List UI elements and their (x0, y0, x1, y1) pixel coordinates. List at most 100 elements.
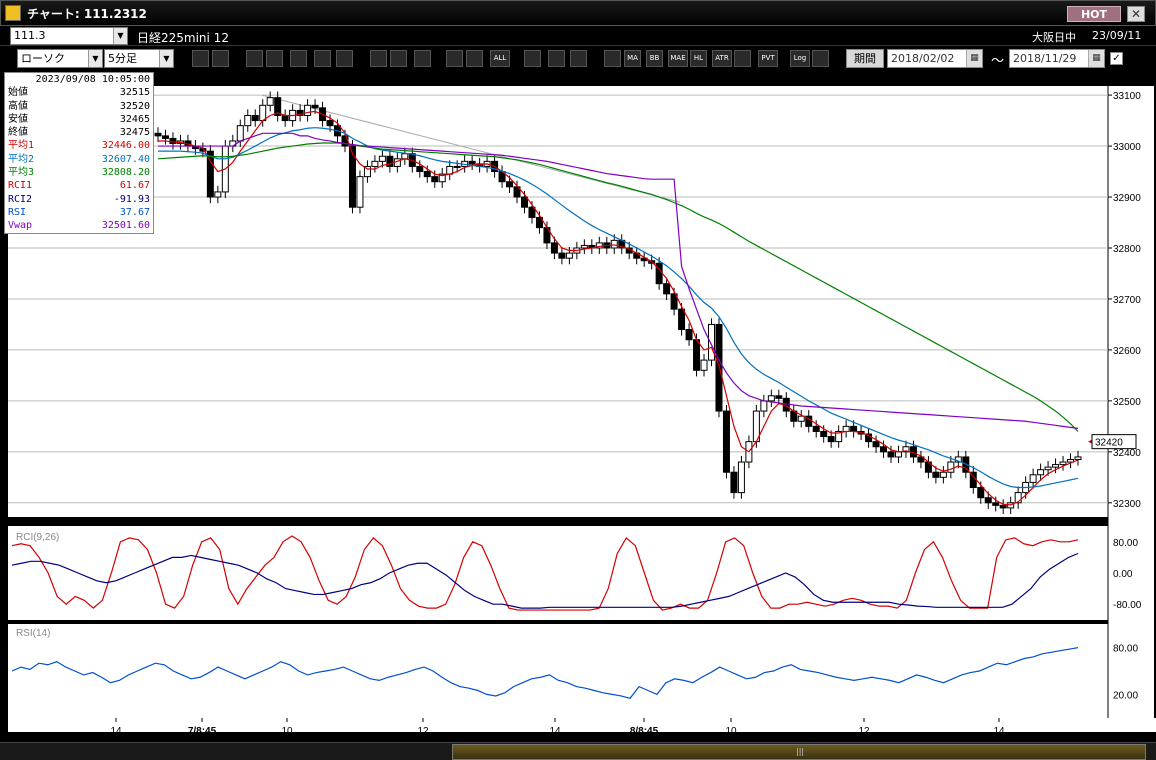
calendar-icon[interactable]: ▦ (1088, 50, 1104, 67)
info-row: 始値 32515 (8, 86, 150, 99)
time-tick-label: 12 (858, 726, 870, 737)
bars-icon[interactable] (290, 50, 307, 67)
candle-body (1014, 492, 1022, 504)
rsi-line (11, 647, 1079, 699)
grip-icon[interactable]: ||| (796, 747, 805, 756)
candle-body (506, 181, 514, 188)
zoom-icon[interactable] (192, 50, 209, 67)
symbol-code-input[interactable]: 111.3 ▼ (10, 27, 128, 45)
rci-tick-label: 0.00 (1113, 569, 1133, 580)
candle-body (266, 97, 274, 106)
rci-tick-label: -80.00 (1113, 600, 1142, 611)
candle-body (356, 176, 364, 208)
candle-body (169, 137, 177, 145)
info-label: RSI (8, 206, 27, 218)
gray-icon[interactable] (336, 50, 353, 67)
period-button[interactable]: 期間 (846, 49, 884, 68)
time-tick-label: 10 (281, 726, 293, 737)
candle-body (767, 395, 775, 402)
all-icon[interactable]: ALL (490, 50, 510, 67)
calendar-icon[interactable]: ▦ (966, 50, 982, 67)
chart-area[interactable]: 33100 33000 32900 32800 32700 32600 32500 32400… (0, 71, 1156, 742)
undo-icon[interactable] (414, 50, 431, 67)
symbol-bar: 111.3 ▼ 日経225mini 12 大阪日中 23/09/11 (0, 26, 1156, 46)
close-button[interactable]: ✕ (1127, 6, 1145, 22)
pvt-icon[interactable]: PVT (758, 50, 778, 67)
candle-body (251, 114, 259, 122)
chart-scrollbar[interactable]: ||| (0, 742, 1156, 760)
mae-icon[interactable]: MAE (668, 50, 688, 67)
log-icon[interactable]: Log (790, 50, 810, 67)
candle-body (678, 308, 686, 331)
candle-body (558, 252, 566, 259)
candle-icon[interactable] (314, 50, 331, 67)
ma-line (158, 127, 1079, 489)
candle-body (513, 186, 521, 198)
brush-icon[interactable] (548, 50, 565, 67)
info-label: 高値 (8, 100, 28, 112)
price-tick-label: 32600 (1113, 346, 1141, 357)
hot-button[interactable]: HOT (1067, 6, 1121, 22)
magnify-icon[interactable] (266, 50, 283, 67)
vbar-icon[interactable] (466, 50, 483, 67)
candle-body (797, 415, 805, 422)
chart-app-icon (5, 5, 21, 21)
ma-icon[interactable]: MA (624, 50, 641, 67)
atr-icon[interactable]: ATR (712, 50, 732, 67)
rainbow-icon[interactable] (570, 50, 587, 67)
ma-line (158, 110, 1079, 506)
candle-body (737, 461, 745, 494)
time-tick-label: 12 (417, 726, 429, 737)
rci-tick-label: 80.00 (1113, 538, 1138, 549)
palette-icon[interactable] (524, 50, 541, 67)
info-value: -91.93 (113, 193, 150, 205)
chart-type-select[interactable]: ローソク ▼ (17, 49, 103, 68)
price-axis-background (1108, 86, 1154, 718)
chevron-down-icon[interactable]: ▼ (113, 28, 127, 44)
candle-body (835, 430, 843, 443)
pencil-icon[interactable] (370, 50, 387, 67)
info-label: Vwap (8, 220, 33, 232)
hl-icon[interactable]: HL (690, 50, 707, 67)
candle-body (984, 497, 992, 504)
info-row: RSI 37.67 (8, 206, 150, 219)
rci-line (11, 535, 1079, 611)
candle-body (521, 196, 529, 208)
candle-body (887, 451, 895, 458)
date-from-input[interactable]: 2018/02/02 ▦ (887, 49, 983, 68)
scissor-icon[interactable] (246, 50, 263, 67)
time-tick-label: 7/8:45 (188, 726, 217, 737)
candle-body (296, 109, 304, 116)
candle-body (236, 125, 244, 142)
info-value: 32515 (119, 87, 150, 99)
arrow-icon[interactable] (390, 50, 407, 67)
price-tick-label: 32500 (1113, 397, 1141, 408)
candle-body (386, 155, 394, 167)
candle-body (707, 323, 715, 361)
candle-body (416, 165, 424, 173)
bb-icon[interactable]: BB (646, 50, 663, 67)
symbol-name: 日経225mini 12 (137, 31, 229, 45)
info-row: 高値 32520 (8, 100, 150, 113)
candle-body (693, 339, 701, 371)
candle-body (206, 150, 214, 198)
interval-select[interactable]: 5分足 ▼ (104, 49, 174, 68)
date-to-input[interactable]: 2018/11/29 ▦ (1009, 49, 1105, 68)
candle-body (423, 171, 431, 178)
info-label: 終値 (8, 127, 28, 139)
period-checkbox[interactable]: ✓ (1110, 52, 1123, 65)
grid-icon[interactable] (604, 50, 621, 67)
price-tick-label: 32900 (1113, 193, 1141, 204)
info-label: RCI1 (8, 180, 33, 192)
cursor-icon[interactable] (212, 50, 229, 67)
chevron-down-icon[interactable]: ▼ (88, 50, 102, 67)
price-tick-label: 32300 (1113, 499, 1141, 510)
candle-body (528, 206, 536, 218)
chevron-down-icon[interactable]: ▼ (159, 50, 173, 67)
ma-line (158, 132, 1079, 429)
window-icon[interactable] (812, 50, 829, 67)
hbar-icon[interactable] (446, 50, 463, 67)
info-label: 始値 (8, 87, 28, 99)
price-tick-label: 33000 (1113, 142, 1141, 153)
stack-icon[interactable] (734, 50, 751, 67)
